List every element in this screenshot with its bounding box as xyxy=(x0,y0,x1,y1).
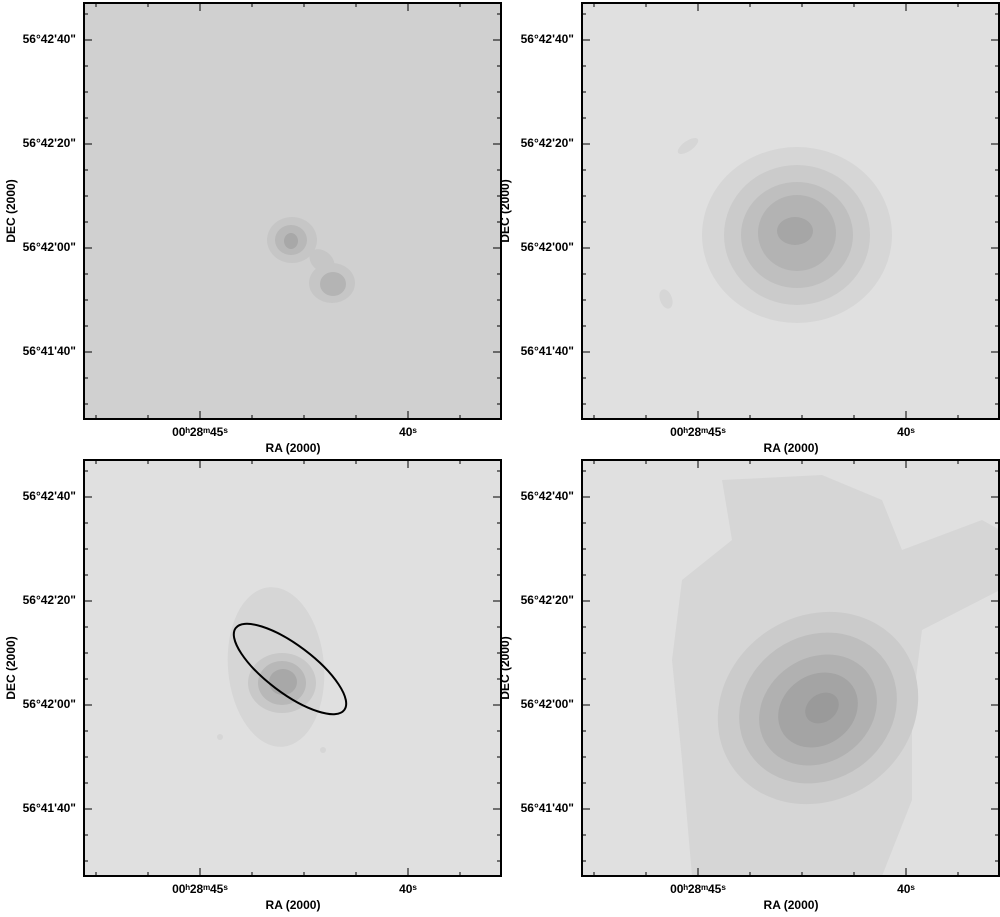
y-tick-label: 56°42'40" xyxy=(23,489,76,503)
contour xyxy=(805,692,839,724)
panel: 56°42'40" 56°42'20" 56°42'00" 56°41'40" 00ʰ2… xyxy=(4,459,502,912)
y-axis-label: DEC (2000) xyxy=(498,636,512,699)
x-tick-label: 00ʰ28ᵐ45ˢ xyxy=(172,882,228,896)
x-tick-label: 40ˢ xyxy=(897,882,915,896)
y-tick-label: 56°41'40" xyxy=(521,344,574,358)
contour xyxy=(677,137,699,155)
contour xyxy=(320,747,326,753)
x-tick-label: 00ʰ28ᵐ45ˢ xyxy=(172,425,228,439)
y-tick-label: 56°41'40" xyxy=(23,344,76,358)
x-tick-label: 40ˢ xyxy=(897,425,915,439)
contour xyxy=(659,289,673,309)
x-axis-label: RA (2000) xyxy=(764,441,819,455)
y-tick-label: 56°42'00" xyxy=(23,240,76,254)
beam-ellipse xyxy=(232,622,348,716)
panel-background xyxy=(84,3,501,419)
contour xyxy=(284,233,298,249)
x-axis-label: RA (2000) xyxy=(266,441,321,455)
frame xyxy=(83,459,502,877)
y-tick-label: 56°42'00" xyxy=(521,240,574,254)
contour xyxy=(217,734,223,740)
frame xyxy=(581,459,1000,877)
contour xyxy=(269,669,297,695)
y-axis-label: DEC (2000) xyxy=(4,636,18,699)
x-tick-label: 00ʰ28ᵐ45ˢ xyxy=(670,882,726,896)
frame xyxy=(83,2,502,420)
x-tick-label: 40ˢ xyxy=(399,425,417,439)
y-tick-label: 56°42'20" xyxy=(23,593,76,607)
frame xyxy=(581,2,1000,420)
y-tick-label: 56°42'40" xyxy=(23,32,76,46)
contour xyxy=(309,249,335,273)
x-tick-label: 00ʰ28ᵐ45ˢ xyxy=(670,425,726,439)
y-tick-label: 56°42'20" xyxy=(23,136,76,150)
contour xyxy=(777,217,813,245)
contour xyxy=(320,272,346,296)
y-tick-label: 56°42'00" xyxy=(23,697,76,711)
y-axis-label: DEC (2000) xyxy=(4,179,18,242)
panel: 56°42'40" 56°42'20" 56°42'00" 56°41'40" 00ʰ2… xyxy=(4,2,502,455)
x-axis-label: RA (2000) xyxy=(266,898,321,912)
y-tick-label: 56°42'40" xyxy=(521,32,574,46)
y-axis-label: DEC (2000) xyxy=(498,179,512,242)
y-tick-label: 56°41'40" xyxy=(521,801,574,815)
y-tick-label: 56°42'20" xyxy=(521,136,574,150)
y-tick-label: 56°42'00" xyxy=(521,697,574,711)
y-tick-label: 56°42'20" xyxy=(521,593,574,607)
y-tick-label: 56°41'40" xyxy=(23,801,76,815)
panel: 56°42'40" 56°42'20" 56°42'00" 56°41'40" 00ʰ2… xyxy=(498,2,1000,455)
panel: 56°42'40" 56°42'20" 56°42'00" 56°41'40" 00ʰ2… xyxy=(498,459,1000,912)
y-tick-label: 56°42'40" xyxy=(521,489,574,503)
x-axis-label: RA (2000) xyxy=(764,898,819,912)
x-tick-label: 40ˢ xyxy=(399,882,417,896)
